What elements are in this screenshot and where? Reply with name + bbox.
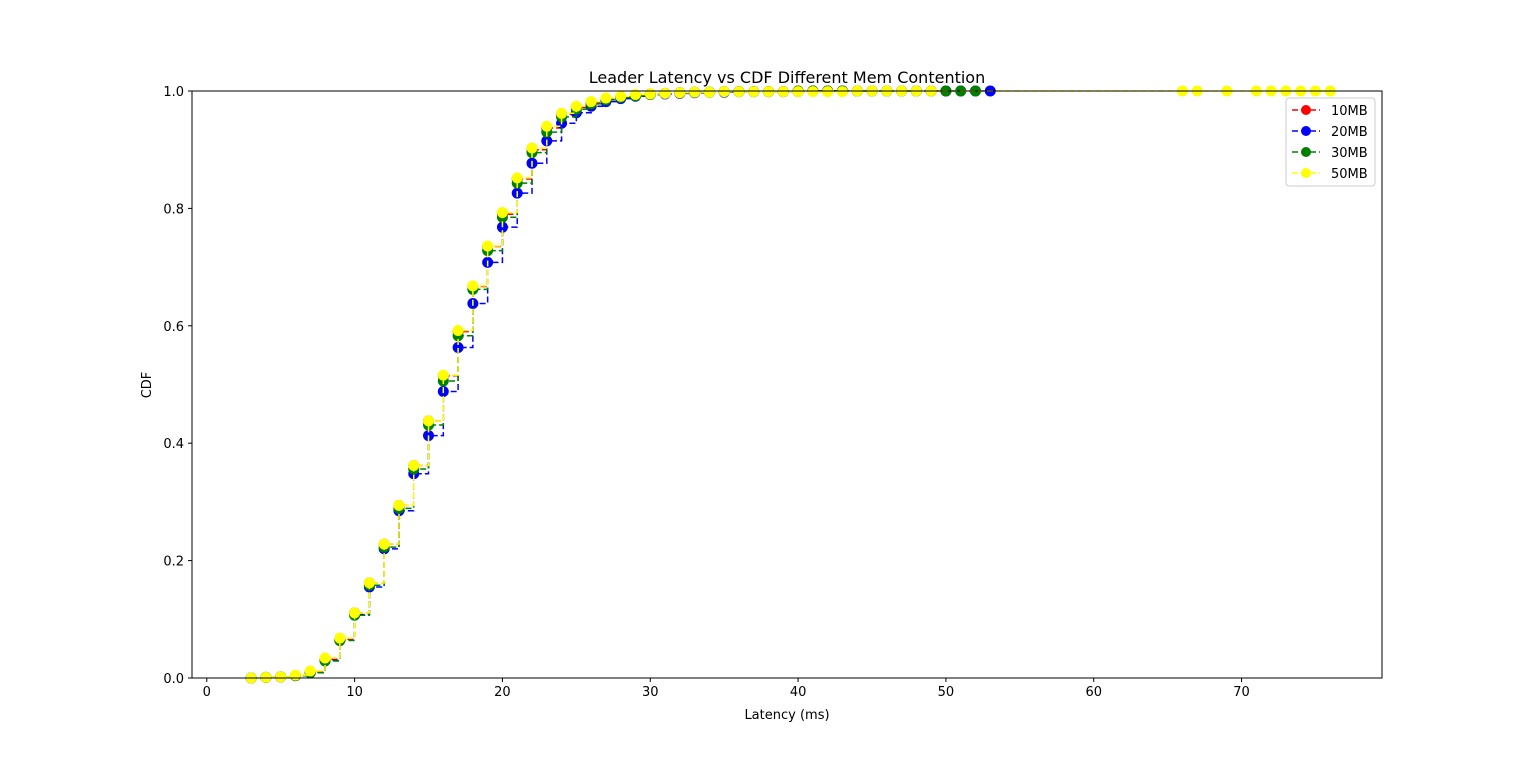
data-point bbox=[689, 86, 701, 98]
data-point bbox=[822, 86, 834, 98]
legend-marker bbox=[1301, 147, 1311, 157]
data-point bbox=[334, 632, 346, 644]
x-tick-label: 50 bbox=[938, 685, 955, 700]
data-point bbox=[836, 86, 848, 98]
data-point bbox=[718, 86, 730, 98]
data-point bbox=[615, 90, 627, 102]
data-point bbox=[585, 96, 597, 108]
y-axis-label: CDF bbox=[140, 372, 155, 399]
data-point bbox=[363, 577, 375, 589]
x-tick-label: 0 bbox=[203, 685, 211, 700]
data-point bbox=[260, 671, 272, 683]
x-tick-label: 20 bbox=[494, 685, 511, 700]
data-point bbox=[511, 172, 523, 184]
ticks-layer: 0 10 20 30 40 50 60 70 0.0 0.2 0.4 0.6 0.8 1.0 bbox=[163, 85, 1250, 700]
data-point bbox=[733, 86, 745, 98]
x-tick-label: 30 bbox=[642, 685, 659, 700]
data-point bbox=[556, 107, 568, 119]
data-point bbox=[496, 207, 508, 219]
legend-marker bbox=[1301, 126, 1311, 136]
data-point bbox=[674, 87, 686, 99]
data-point bbox=[644, 88, 656, 100]
chart-title: Leader Latency vs CDF Different Mem Cont… bbox=[589, 68, 985, 87]
data-point bbox=[408, 460, 420, 472]
data-point bbox=[378, 538, 390, 550]
legend-label: 10MB bbox=[1331, 104, 1368, 119]
data-point bbox=[423, 415, 435, 427]
data-point bbox=[304, 665, 316, 677]
data-point bbox=[703, 86, 715, 98]
y-tick-label: 0.6 bbox=[163, 320, 184, 335]
data-point bbox=[393, 499, 405, 511]
legend-marker bbox=[1301, 105, 1311, 115]
data-point bbox=[437, 369, 449, 381]
legend-marker bbox=[1301, 168, 1311, 178]
data-point bbox=[482, 240, 494, 252]
legend-label: 20MB bbox=[1331, 125, 1368, 140]
data-point bbox=[452, 324, 464, 336]
data-point bbox=[289, 669, 301, 681]
data-point bbox=[467, 280, 479, 292]
x-tick-label: 60 bbox=[1085, 685, 1102, 700]
data-point bbox=[541, 120, 553, 132]
legend-box bbox=[1285, 97, 1376, 187]
data-point bbox=[792, 86, 804, 98]
x-axis-label: Latency (ms) bbox=[744, 708, 829, 723]
data-point bbox=[777, 86, 789, 98]
data-point bbox=[600, 92, 612, 104]
data-point bbox=[526, 142, 538, 154]
data-point bbox=[629, 89, 641, 101]
data-point bbox=[349, 607, 361, 619]
legend-label: 50MB bbox=[1331, 167, 1368, 182]
y-tick-label: 0.0 bbox=[163, 672, 184, 687]
plot-frame bbox=[191, 90, 1383, 679]
data-point bbox=[659, 87, 671, 99]
data-point bbox=[763, 86, 775, 98]
y-tick-label: 1.0 bbox=[163, 85, 184, 100]
data-point bbox=[807, 86, 819, 98]
data-point bbox=[275, 671, 287, 683]
legend: 10MB 20MB 30MB 50MB bbox=[1285, 97, 1376, 187]
y-tick-label: 0.2 bbox=[163, 555, 184, 570]
y-tick-label: 0.4 bbox=[163, 437, 184, 452]
x-tick-label: 40 bbox=[790, 685, 807, 700]
data-point bbox=[319, 652, 331, 664]
x-tick-label: 70 bbox=[1233, 685, 1250, 700]
x-tick-label: 10 bbox=[346, 685, 363, 700]
data-point bbox=[570, 100, 582, 112]
y-tick-label: 0.8 bbox=[163, 202, 184, 217]
data-point bbox=[748, 86, 760, 98]
legend-label: 30MB bbox=[1331, 146, 1368, 161]
